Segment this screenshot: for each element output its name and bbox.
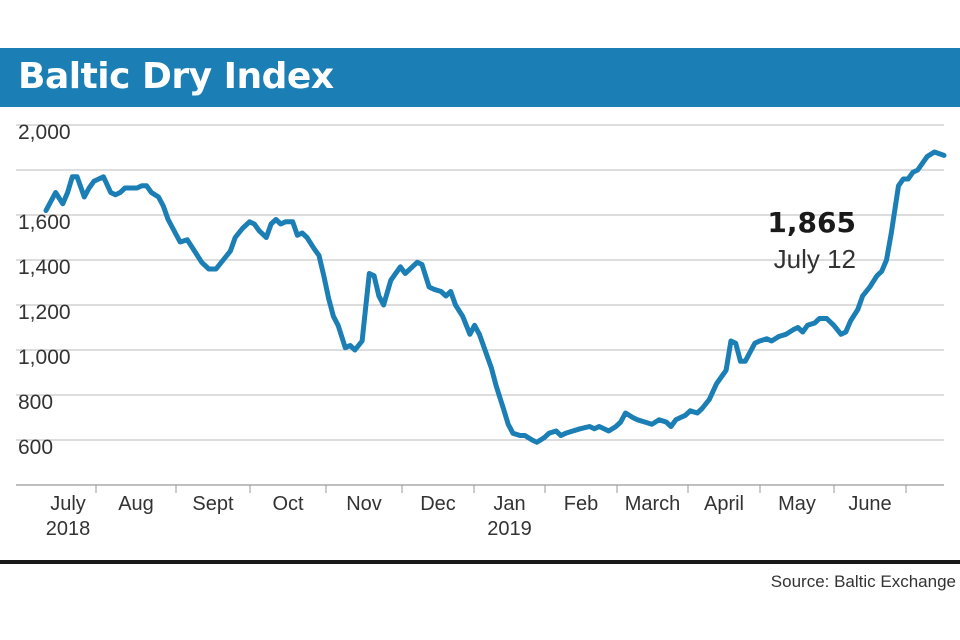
x-tick-year-label: 2019 [487,518,532,540]
x-tick-label: Nov [346,493,382,515]
x-tick-year-label: 2018 [46,518,91,540]
baltic-dry-index-chart: 2,000 1,600 1,400 1,200 1,000 800 600 July 2018… [16,121,947,540]
y-tick-label: 2,000 [18,121,71,144]
annotation-date: July 12 [774,244,856,274]
series-line-bdi [43,149,947,445]
x-tick-label: July [50,493,86,515]
grid [16,124,944,486]
annotation: 1,865 July 12 [767,206,856,274]
title-bar: Baltic Dry Index [0,48,960,107]
annotation-value: 1,865 [767,206,856,239]
x-tick-label: May [778,493,816,515]
x-tick-label: March [625,493,681,515]
x-tick-label: Aug [118,493,154,515]
y-tick-label: 1,600 [18,211,71,234]
x-tick-label: Jan [493,493,525,515]
x-tick-label: Oct [272,493,304,515]
x-tick-label: Sept [192,493,234,515]
chart-title: Baltic Dry Index [18,56,334,97]
x-tick-label: Feb [564,493,598,515]
y-tick-label: 1,200 [18,301,71,324]
y-tick-label: 1,400 [18,256,71,279]
y-tick-label: 600 [18,436,53,459]
x-tick-label: Dec [420,493,456,515]
bottom-rule [0,560,960,564]
y-axis: 2,000 1,600 1,400 1,200 1,000 800 600 [18,121,71,459]
y-tick-label: 800 [18,391,53,414]
series-layer [43,149,947,445]
x-axis: July 2018 Aug Sept Oct Nov Dec Jan 2019 Feb March A… [46,485,907,540]
x-tick-label: April [704,493,744,515]
source-note: Source: Baltic Exchange [770,572,956,591]
y-tick-label: 1,000 [18,346,71,369]
x-tick-label: June [848,493,891,515]
